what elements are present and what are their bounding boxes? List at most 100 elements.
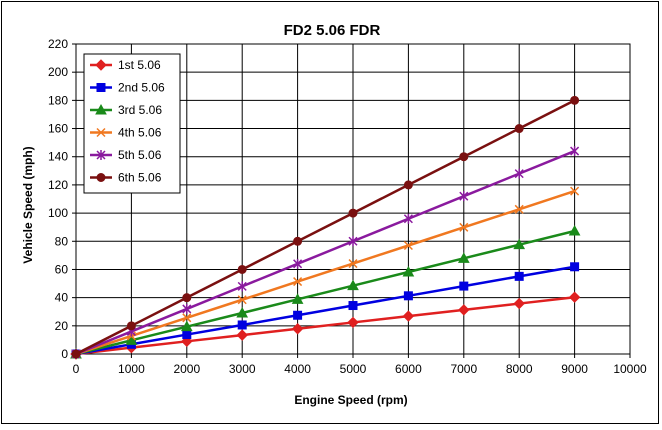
legend-label: 6th 5.06 — [118, 171, 162, 185]
data-point — [293, 236, 303, 246]
data-point — [514, 204, 524, 214]
data-point — [457, 252, 470, 263]
series-line-1 — [75, 295, 575, 356]
data-point — [348, 236, 358, 247]
data-point — [459, 152, 469, 162]
data-point — [71, 349, 81, 359]
data-point — [403, 180, 413, 190]
x-tick-label: 9000 — [561, 362, 588, 376]
legend-label: 5th 5.06 — [118, 148, 162, 162]
data-point — [570, 186, 580, 196]
x-tick-label: 7000 — [450, 362, 477, 376]
legend-label: 4th 5.06 — [118, 126, 162, 140]
data-point — [568, 224, 581, 236]
x-tick-label: 6000 — [395, 362, 422, 376]
data-point — [348, 259, 358, 269]
data-point — [125, 334, 138, 345]
data-point — [182, 313, 192, 323]
data-point — [514, 271, 524, 281]
data-point — [570, 262, 580, 272]
chart-frame: FD2 5.06 FDR Engine Speed (rpm) Vehicle … — [1, 1, 659, 424]
data-point — [182, 330, 192, 340]
y-tick-label: 120 — [48, 178, 68, 192]
legend-item: 3rd 5.06 — [90, 103, 162, 117]
chart-title: FD2 5.06 FDR — [284, 22, 381, 39]
data-point — [348, 301, 358, 311]
data-point — [514, 124, 524, 134]
legend-label: 1st 5.06 — [118, 58, 161, 72]
y-tick-label: 100 — [48, 206, 68, 220]
data-point — [236, 329, 248, 341]
data-point — [237, 295, 247, 305]
legend-label: 2nd 5.06 — [118, 81, 165, 95]
x-tick-label: 4000 — [284, 362, 311, 376]
data-point — [513, 238, 526, 250]
data-point — [402, 265, 415, 277]
legend-item: 5th 5.06 — [90, 148, 162, 162]
legend-item: 4th 5.06 — [90, 126, 162, 140]
data-point — [514, 168, 524, 179]
data-point — [513, 297, 525, 310]
data-point — [291, 293, 304, 304]
data-point — [293, 277, 303, 287]
x-tick-label: 5000 — [340, 362, 367, 376]
data-point — [347, 316, 359, 329]
x-tick-label: 10000 — [613, 362, 647, 376]
data-point — [236, 306, 249, 318]
series-line-4 — [75, 189, 575, 356]
data-point — [347, 279, 359, 291]
data-point — [402, 310, 415, 322]
x-tick-label: 0 — [73, 362, 80, 376]
legend-swatch-marker — [95, 59, 107, 71]
x-tick-label: 8000 — [506, 362, 533, 376]
x-tick-label: 3000 — [229, 362, 256, 376]
legend-swatch-marker — [96, 127, 106, 138]
legend-swatch-marker — [95, 103, 107, 115]
series-line-5 — [75, 149, 576, 356]
series-line-2 — [75, 265, 575, 356]
y-tick-label: 20 — [55, 319, 69, 333]
data-point — [570, 146, 580, 157]
legend-item: 1st 5.06 — [90, 58, 161, 72]
legend-swatch-marker — [96, 83, 106, 92]
y-tick-label: 160 — [48, 122, 68, 136]
series-line-3 — [75, 229, 575, 356]
y-tick-label: 80 — [55, 234, 69, 248]
legend-box — [83, 53, 181, 194]
data-point — [403, 240, 413, 251]
data-point — [458, 304, 470, 316]
y-tick-label: 0 — [61, 347, 68, 361]
x-tick-label: 2000 — [173, 362, 200, 376]
legend: 1st 5.06 2nd 5.06 3rd 5.06 4th 5.06 5th 5.06… — [83, 53, 181, 194]
series-line-6 — [75, 99, 576, 356]
data-point — [459, 281, 469, 291]
data-point — [293, 310, 303, 320]
data-point — [568, 291, 581, 303]
line-chart: FD2 5.06 FDR Engine Speed (rpm) Vehicle … — [21, 22, 647, 407]
series-6 — [71, 95, 580, 359]
legend-swatch-marker — [96, 173, 106, 182]
data-point — [126, 321, 136, 331]
data-point — [570, 95, 580, 105]
data-point — [180, 320, 193, 332]
y-tick-label: 60 — [55, 262, 69, 276]
data-point — [182, 303, 192, 314]
data-point — [403, 291, 413, 301]
x-axis-label: Engine Speed (rpm) — [294, 393, 407, 407]
data-point — [182, 293, 192, 303]
data-point — [237, 281, 247, 292]
data-point — [459, 222, 469, 232]
legend-swatch-marker — [96, 150, 106, 160]
y-tick-label: 180 — [48, 93, 68, 107]
data-point — [237, 320, 247, 330]
legend-item: 6th 5.06 — [90, 171, 162, 185]
data-point — [293, 258, 303, 269]
legend-label: 3rd 5.06 — [118, 103, 162, 117]
y-tick-label: 40 — [55, 291, 69, 305]
data-point — [459, 191, 469, 202]
plot-area: 0 20 40 60 80 100 120 140 160 180 200 220 0 1000 2000 3… — [48, 37, 647, 376]
y-axis-label: Vehicle Speed (mph) — [21, 146, 35, 263]
data-point — [291, 323, 304, 335]
data-point — [237, 264, 247, 274]
y-tick-label: 140 — [48, 150, 68, 164]
